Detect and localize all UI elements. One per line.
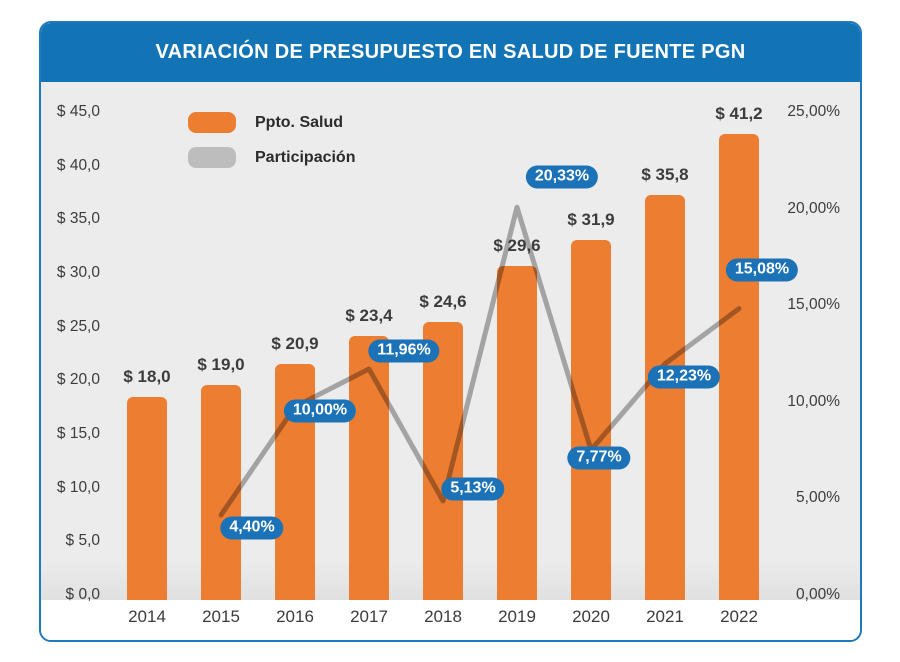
bar-series-swatch-icon bbox=[188, 112, 236, 133]
y-axis-tick-left: $ 25,0 bbox=[56, 317, 100, 335]
bar-value-label-2016: $ 20,9 bbox=[271, 333, 319, 353]
bar-2018 bbox=[423, 322, 463, 600]
x-tick-2014: 2014 bbox=[128, 607, 166, 626]
line-series-swatch-icon bbox=[188, 147, 236, 168]
chart-title-bar: VARIACIÓN DE PRESUPUESTO EN SALUD DE FUE… bbox=[41, 23, 860, 82]
y-axis-tick-left: $ 5,0 bbox=[65, 532, 100, 550]
legend-item-participacion: Participación bbox=[188, 147, 355, 168]
pct-label-2020: 7,77% bbox=[567, 446, 631, 470]
x-tick-2018: 2018 bbox=[424, 607, 462, 626]
bar-value-label-2017: $ 23,4 bbox=[345, 305, 393, 325]
bar-2019 bbox=[497, 265, 537, 600]
y-axis-tick-right: 20,00% bbox=[787, 199, 840, 217]
pct-label-2022: 15,08% bbox=[725, 258, 799, 282]
x-tick-2019: 2019 bbox=[498, 607, 536, 626]
legend-item-ppto-salud: Ppto. Salud bbox=[188, 112, 355, 133]
y-axis-tick-right: 10,00% bbox=[787, 392, 840, 410]
pct-label-2018: 5,13% bbox=[441, 477, 505, 501]
pct-label-2016: 10,00% bbox=[283, 399, 357, 423]
y-axis-tick-right: 0,00% bbox=[796, 586, 840, 603]
x-axis: 2014 2015 2016 2017 2018 2019 2020 2021 2022 bbox=[41, 600, 860, 640]
x-tick-2020: 2020 bbox=[572, 607, 610, 626]
pct-label-2019: 20,33% bbox=[525, 165, 599, 189]
bar-2017 bbox=[349, 335, 389, 600]
legend-label: Participación bbox=[255, 148, 356, 166]
bar-value-label-2018: $ 24,6 bbox=[419, 292, 467, 312]
y-axis-tick-left: $ 0,0 bbox=[65, 586, 100, 603]
y-axis-tick-right: 25,00% bbox=[787, 103, 840, 120]
y-axis-tick-left: $ 15,0 bbox=[56, 425, 100, 442]
bar-2022 bbox=[719, 134, 759, 600]
x-tick-2021: 2021 bbox=[646, 607, 684, 626]
bar-value-label-2022: $ 41,2 bbox=[715, 104, 763, 124]
x-tick-2015: 2015 bbox=[202, 607, 240, 626]
bar-value-label-2021: $ 35,8 bbox=[641, 165, 689, 185]
y-axis-tick-right: 5,00% bbox=[796, 489, 840, 507]
bar-value-label-2020: $ 31,9 bbox=[567, 209, 615, 229]
y-axis-tick-left: $ 35,0 bbox=[56, 210, 100, 228]
participation-line-layer bbox=[218, 204, 742, 518]
legend-label: Ppto. Salud bbox=[255, 113, 343, 131]
participation-line bbox=[218, 204, 742, 518]
chart-card: VARIACIÓN DE PRESUPUESTO EN SALUD DE FUE… bbox=[39, 21, 862, 642]
bar-2014 bbox=[127, 396, 167, 600]
y-axis-tick-left: $ 45,0 bbox=[56, 103, 100, 120]
x-tick-2017: 2017 bbox=[350, 607, 388, 626]
x-tick-2016: 2016 bbox=[276, 607, 314, 626]
y-axis-tick-left: $ 30,0 bbox=[56, 264, 100, 281]
y-axis-tick-left: $ 20,0 bbox=[56, 371, 100, 389]
y-axis-tick-left: $ 40,0 bbox=[56, 156, 100, 174]
legend: Ppto. Salud Participación bbox=[188, 112, 355, 182]
y-axis-tick-left: $ 10,0 bbox=[56, 478, 100, 496]
page-title: VARIACIÓN DE PRESUPUESTO EN SALUD DE FUE… bbox=[155, 41, 746, 63]
pct-label-2015: 4,40% bbox=[220, 516, 284, 540]
bar-value-label-2014: $ 18,0 bbox=[123, 366, 171, 386]
pct-label-2021: 12,23% bbox=[647, 365, 721, 389]
bar-value-label-2019: $ 29,6 bbox=[493, 235, 541, 255]
x-tick-2022: 2022 bbox=[720, 607, 758, 626]
y-axis-tick-right: 15,00% bbox=[787, 296, 840, 314]
bar-value-label-2015: $ 19,0 bbox=[197, 355, 245, 375]
plot-area: Ppto. Salud Participación $ 45,0 $ 40,0 $ 3… bbox=[41, 82, 860, 603]
bar-2021 bbox=[645, 195, 685, 600]
pct-label-2017: 11,96% bbox=[368, 339, 440, 363]
bar-2020 bbox=[571, 239, 611, 600]
